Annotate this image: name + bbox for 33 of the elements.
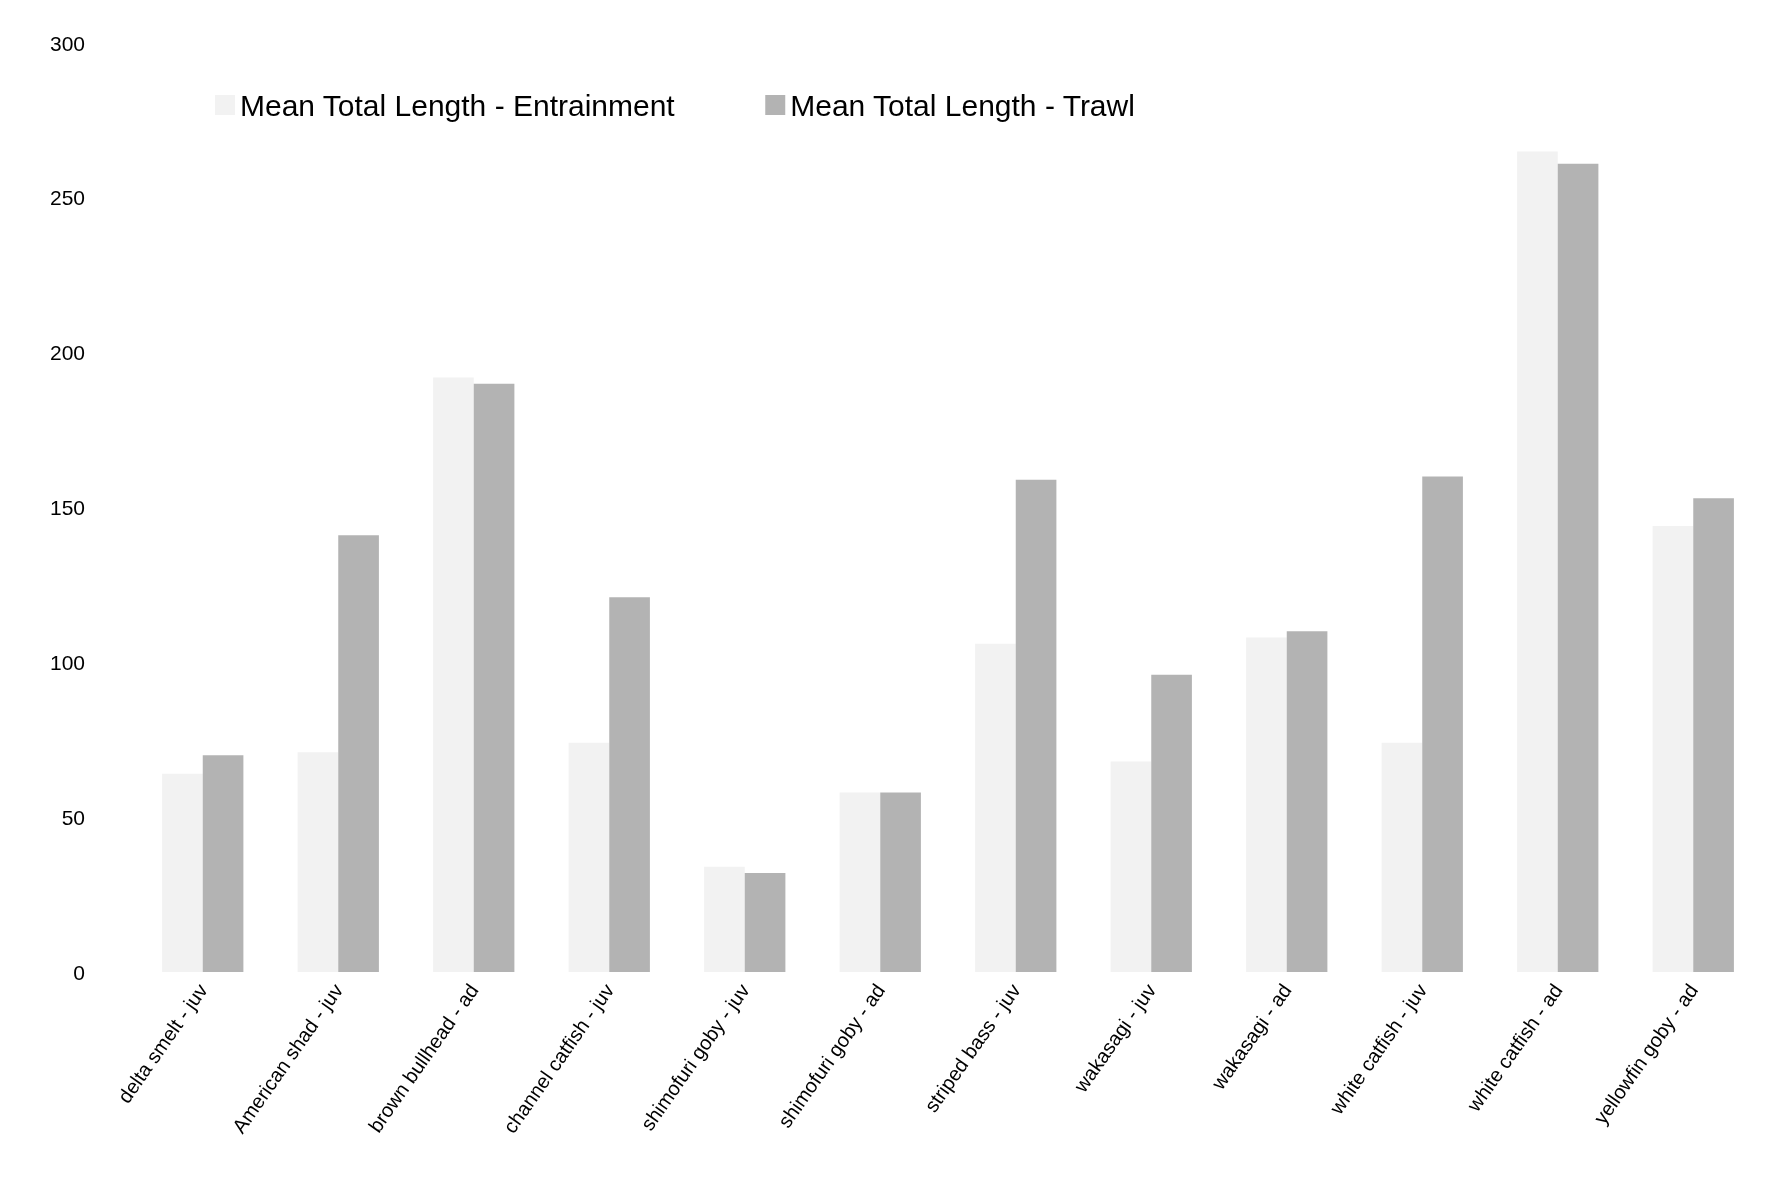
bar (744, 872, 786, 972)
bar (1246, 637, 1287, 972)
legend-label: Mean Total Length - Entrainment (240, 88, 676, 122)
y-tick-label: 150 (49, 496, 85, 519)
bar (839, 792, 881, 972)
bar (704, 866, 745, 972)
bar (1693, 498, 1734, 972)
bar (1286, 631, 1328, 972)
bar (568, 742, 610, 972)
bar (202, 755, 244, 972)
legend-label: Mean Total Length - Trawl (790, 88, 1135, 122)
bar (880, 792, 921, 972)
bar (1151, 674, 1192, 972)
bar (1110, 761, 1152, 972)
bar (473, 383, 515, 972)
bar (1015, 479, 1057, 972)
bar (1557, 163, 1599, 972)
y-tick-label: 250 (49, 186, 85, 210)
bar (338, 535, 379, 972)
bar (1652, 526, 1694, 972)
y-tick-label: 300 (49, 31, 85, 55)
bar (162, 773, 203, 972)
bar (1517, 151, 1558, 972)
y-tick-label: 0 (73, 960, 85, 984)
bar (975, 643, 1016, 972)
bar (297, 752, 339, 972)
bar (1381, 742, 1423, 972)
y-tick-label: 100 (49, 650, 85, 674)
bar (433, 377, 474, 972)
bar (609, 597, 650, 972)
y-tick-label: 50 (61, 805, 85, 829)
bar (1422, 476, 1463, 972)
y-tick-label: 200 (49, 341, 85, 365)
